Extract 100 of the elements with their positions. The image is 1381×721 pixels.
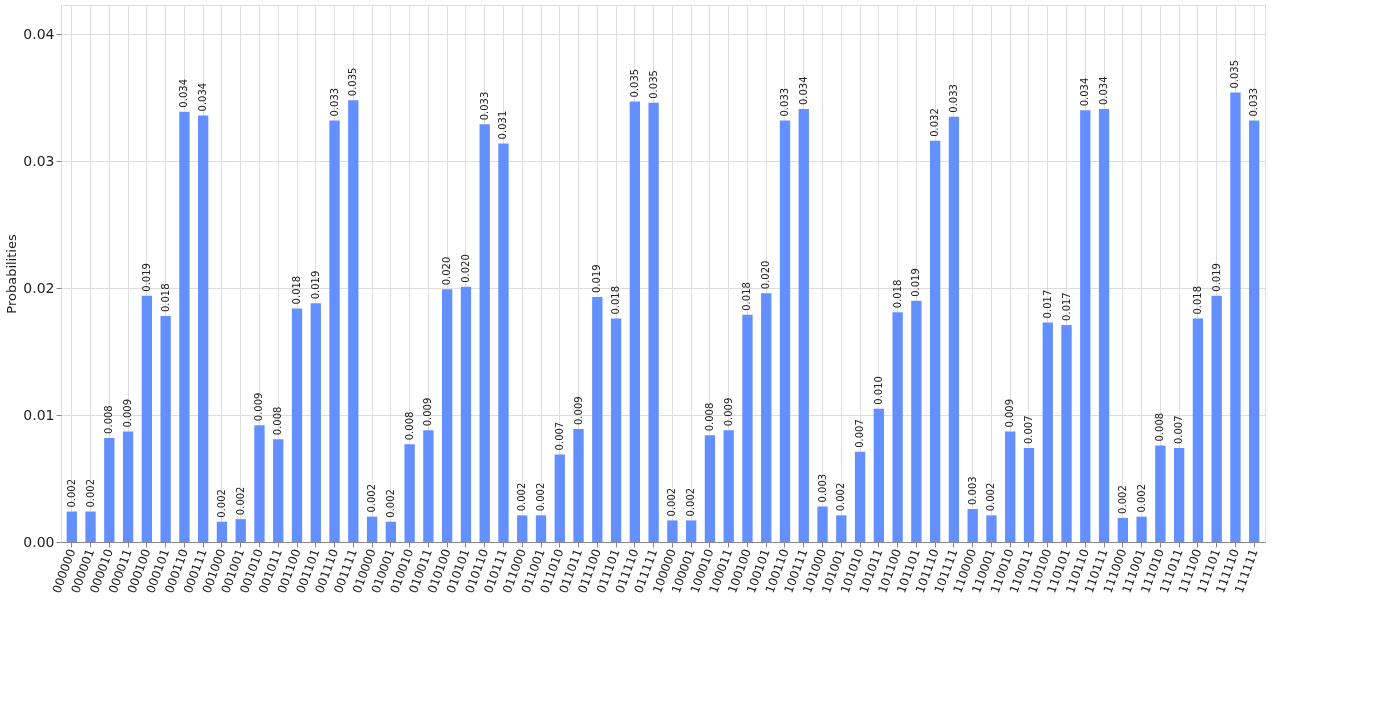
bar [704,435,716,542]
data-label: 0.007 [553,421,565,451]
data-label: 0.019 [1210,263,1222,292]
bar [1192,318,1204,542]
bar [1080,110,1091,542]
bar [310,303,321,542]
y-tick-label: 0.00 [23,533,55,550]
bar [836,515,847,542]
bar [1023,448,1035,542]
bar [1117,517,1128,542]
data-label: 0.019 [591,264,603,293]
data-label: 0.002 [535,482,546,512]
bar [1098,109,1110,542]
data-label: 0.033 [779,87,790,117]
data-label: 0.018 [159,283,171,313]
data-label: 0.017 [1041,289,1053,319]
bar [592,296,603,542]
bar [986,515,997,542]
bar [742,314,753,542]
bar [761,293,772,542]
data-label: 0.034 [1098,76,1110,106]
bar [366,516,378,542]
data-label: 0.009 [1004,398,1016,428]
y-tick-label: 0.01 [23,406,55,423]
bar [329,120,340,542]
data-label: 0.002 [685,487,697,517]
bar [235,519,246,542]
bar [104,437,115,542]
y-tick-label: 0.04 [23,25,55,42]
bar [648,102,659,542]
bar [779,120,791,542]
data-label: 0.032 [929,108,941,137]
bar [798,109,809,542]
bar [479,124,490,542]
data-label: 0.002 [666,487,678,517]
data-label: 0.018 [741,282,753,311]
data-label: 0.018 [610,285,622,315]
bar [160,316,171,542]
data-label: 0.002 [84,478,96,508]
bar [404,444,415,542]
data-label: 0.018 [291,275,303,305]
data-label: 0.009 [572,396,584,426]
bar [629,101,641,542]
bar [1249,120,1260,542]
bar [85,511,96,542]
data-label: 0.017 [1060,292,1072,321]
data-label: 0.002 [1116,485,1128,514]
bar [385,521,397,542]
bar [1005,431,1016,542]
y-tick-label: 0.02 [23,279,55,296]
bar [967,508,978,542]
bar [348,100,359,542]
bar [854,451,866,542]
data-label: 0.008 [1154,412,1166,442]
data-label: 0.007 [1022,415,1034,445]
bar [141,295,153,542]
data-label: 0.008 [103,405,115,434]
data-label: 0.034 [1079,77,1091,107]
data-label: 0.009 [722,397,734,427]
bar [573,429,584,542]
bar [460,286,472,542]
data-label: 0.033 [1248,87,1260,117]
bar [535,515,547,542]
data-label: 0.018 [1191,285,1203,315]
data-label: 0.002 [985,482,997,512]
bar [122,431,134,542]
data-label: 0.035 [347,67,359,97]
data-label: 0.031 [497,110,509,140]
data-label: 0.002 [835,482,847,512]
data-label: 0.007 [1173,415,1185,445]
data-label: 0.020 [760,260,772,290]
data-label: 0.002 [516,482,528,512]
data-label: 0.009 [122,398,134,428]
bar [1136,516,1147,542]
bar [442,289,453,542]
bar [817,506,828,542]
data-label: 0.019 [309,270,321,300]
bar [685,520,697,542]
bar [1042,322,1053,542]
bar [291,308,303,542]
bar [1173,448,1185,542]
data-label: 0.033 [947,84,959,113]
bar [179,111,190,542]
data-label: 0.020 [459,254,471,283]
data-label: 0.009 [422,397,434,427]
data-label: 0.010 [872,376,884,405]
data-label: 0.019 [910,268,922,297]
bar [873,408,884,542]
bar [1061,324,1072,542]
data-label: 0.002 [384,489,396,518]
bar [1230,92,1241,542]
data-label: 0.019 [140,263,152,292]
data-label: 0.008 [272,406,284,436]
bar [723,430,734,542]
data-label: 0.002 [215,489,227,518]
bar [1155,445,1166,542]
data-label: 0.034 [797,76,809,106]
data-label: 0.009 [253,392,265,422]
bar [892,312,903,542]
data-label: 0.007 [854,419,866,448]
